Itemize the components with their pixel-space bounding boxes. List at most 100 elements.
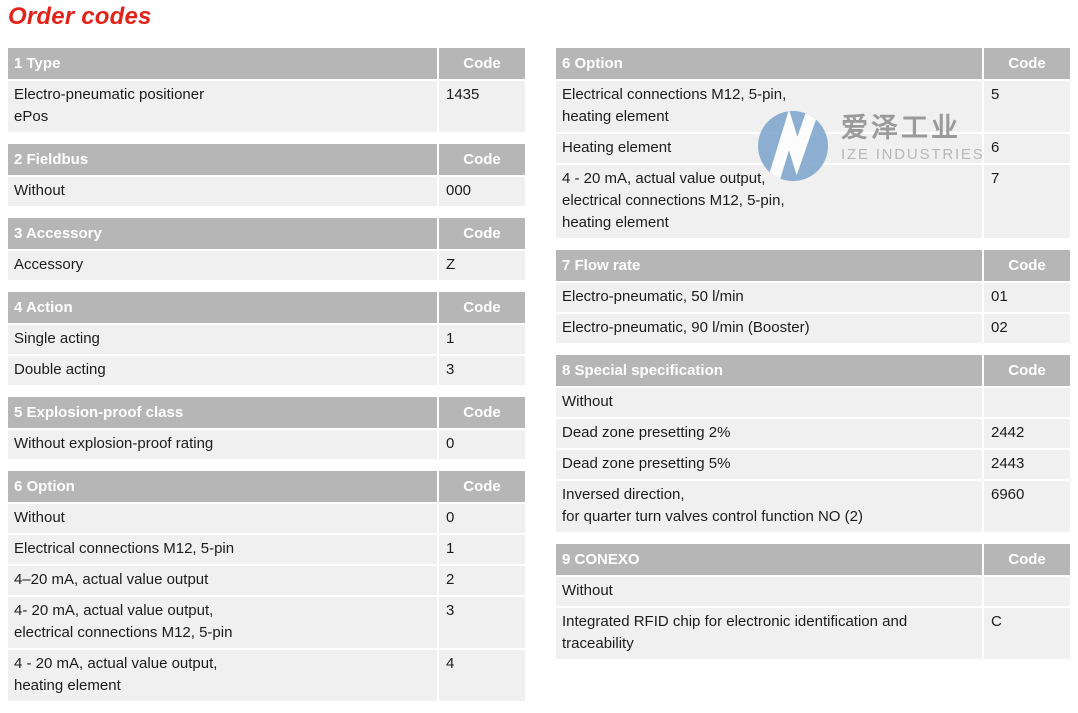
- table-row: Integrated RFID chip for electronic iden…: [556, 606, 1070, 659]
- description-cell: Dead zone presetting 5%: [556, 448, 982, 479]
- table-row: Dead zone presetting 5% 2443: [556, 448, 1070, 479]
- table-header-row: 8 Special specification Code: [556, 355, 1070, 386]
- order-code-table: 8 Special specification Code Without Dead z…: [556, 355, 1070, 532]
- table-row: Without 0: [8, 502, 525, 533]
- table-section-title: 6 Option: [556, 48, 982, 79]
- description-cell: Without: [556, 575, 982, 606]
- table-header-row: 4 Action Code: [8, 292, 525, 323]
- table-header-row: 9 CONEXO Code: [556, 544, 1070, 575]
- code-cell: [982, 386, 1070, 417]
- code-cell: 6960: [982, 479, 1070, 532]
- table-section-title: 8 Special specification: [556, 355, 982, 386]
- code-column-header: Code: [982, 48, 1070, 79]
- table-header-row: 1 Type Code: [8, 48, 525, 79]
- table-row: 4–20 mA, actual value output 2: [8, 564, 525, 595]
- code-cell: Z: [437, 249, 525, 280]
- code-column-header: Code: [982, 250, 1070, 281]
- table-row: Accessory Z: [8, 249, 525, 280]
- table-row: Without 000: [8, 175, 525, 206]
- code-cell: 0: [437, 428, 525, 459]
- table-header-row: 3 Accessory Code: [8, 218, 525, 249]
- description-cell: Electro-pneumatic positioner ePos: [8, 79, 437, 132]
- description-cell: Inversed direction, for quarter turn val…: [556, 479, 982, 532]
- code-cell: 2443: [982, 448, 1070, 479]
- code-cell: 7: [982, 163, 1070, 238]
- table-row: Electro-pneumatic, 90 l/min (Booster) 02: [556, 312, 1070, 343]
- order-code-table: 5 Explosion-proof class Code Without explo…: [8, 397, 525, 459]
- order-code-table: 2 Fieldbus Code Without 000: [8, 144, 525, 206]
- code-cell: 1: [437, 323, 525, 354]
- table-row: Without: [556, 386, 1070, 417]
- description-cell: Without: [8, 175, 437, 206]
- table-header-row: 6 Option Code: [8, 471, 525, 502]
- table-row: Electro-pneumatic, 50 l/min 01: [556, 281, 1070, 312]
- description-cell: Double acting: [8, 354, 437, 385]
- code-column-header: Code: [437, 48, 525, 79]
- description-cell: Electrical connections M12, 5-pin, heati…: [556, 79, 982, 132]
- code-cell: 6: [982, 132, 1070, 163]
- code-cell: 01: [982, 281, 1070, 312]
- table-row: 4 - 20 mA, actual value output, heating …: [8, 648, 525, 701]
- code-cell: 1: [437, 533, 525, 564]
- code-cell: C: [982, 606, 1070, 659]
- description-cell: 4 - 20 mA, actual value output, heating …: [8, 648, 437, 701]
- table-row: Electrical connections M12, 5-pin, heati…: [556, 79, 1070, 132]
- table-row: Single acting 1: [8, 323, 525, 354]
- table-section-title: 2 Fieldbus: [8, 144, 437, 175]
- table-row: Without: [556, 575, 1070, 606]
- description-cell: Integrated RFID chip for electronic iden…: [556, 606, 982, 659]
- table-section-title: 9 CONEXO: [556, 544, 982, 575]
- description-cell: Accessory: [8, 249, 437, 280]
- code-cell: 000: [437, 175, 525, 206]
- table-section-title: 1 Type: [8, 48, 437, 79]
- code-cell: 4: [437, 648, 525, 701]
- order-code-table: 3 Accessory Code Accessory Z: [8, 218, 525, 280]
- description-cell: 4- 20 mA, actual value output, electrica…: [8, 595, 437, 648]
- order-code-table: 1 Type Code Electro-pneumatic positioner e…: [8, 48, 525, 132]
- table-row: Inversed direction, for quarter turn val…: [556, 479, 1070, 532]
- order-code-table: 6 Option Code Electrical connections M12, …: [556, 48, 1070, 238]
- code-column-header: Code: [982, 544, 1070, 575]
- table-section-title: 7 Flow rate: [556, 250, 982, 281]
- order-code-table: 9 CONEXO Code Without Integrated RFID chip …: [556, 544, 1070, 659]
- table-header-row: 7 Flow rate Code: [556, 250, 1070, 281]
- code-cell: 02: [982, 312, 1070, 343]
- order-code-table: 7 Flow rate Code Electro-pneumatic, 50 l/m…: [556, 250, 1070, 343]
- page-title: Order codes: [8, 3, 152, 30]
- table-row: Electro-pneumatic positioner ePos 1435: [8, 79, 525, 132]
- table-row: Electrical connections M12, 5-pin 1: [8, 533, 525, 564]
- description-cell: 4 - 20 mA, actual value output, electric…: [556, 163, 982, 238]
- table-header-row: 5 Explosion-proof class Code: [8, 397, 525, 428]
- table-section-title: 4 Action: [8, 292, 437, 323]
- description-cell: Electro-pneumatic, 50 l/min: [556, 281, 982, 312]
- table-section-title: 6 Option: [8, 471, 437, 502]
- table-row: Double acting 3: [8, 354, 525, 385]
- table-section-title: 3 Accessory: [8, 218, 437, 249]
- code-column-header: Code: [982, 355, 1070, 386]
- table-row: Without explosion-proof rating 0: [8, 428, 525, 459]
- code-column-header: Code: [437, 397, 525, 428]
- code-column-header: Code: [437, 144, 525, 175]
- code-column-header: Code: [437, 218, 525, 249]
- code-cell: 3: [437, 595, 525, 648]
- code-column-header: Code: [437, 471, 525, 502]
- table-header-row: 6 Option Code: [556, 48, 1070, 79]
- description-cell: Without explosion-proof rating: [8, 428, 437, 459]
- code-cell: 0: [437, 502, 525, 533]
- table-row: Dead zone presetting 2% 2442: [556, 417, 1070, 448]
- table-row: Heating element 6: [556, 132, 1070, 163]
- order-codes-left-column: 1 Type Code Electro-pneumatic positioner e…: [8, 48, 525, 713]
- code-cell: 2442: [982, 417, 1070, 448]
- table-section-title: 5 Explosion-proof class: [8, 397, 437, 428]
- description-cell: Without: [556, 386, 982, 417]
- description-cell: Electrical connections M12, 5-pin: [8, 533, 437, 564]
- description-cell: Electro-pneumatic, 90 l/min (Booster): [556, 312, 982, 343]
- code-cell: 2: [437, 564, 525, 595]
- code-column-header: Code: [437, 292, 525, 323]
- code-cell: 3: [437, 354, 525, 385]
- order-code-table: 6 Option Code Without 0 Electrical connectio…: [8, 471, 525, 701]
- order-code-table: 4 Action Code Single acting 1 Double acting 3: [8, 292, 525, 385]
- table-header-row: 2 Fieldbus Code: [8, 144, 525, 175]
- order-codes-right-column: 6 Option Code Electrical connections M12, …: [556, 48, 1070, 671]
- table-row: 4- 20 mA, actual value output, electrica…: [8, 595, 525, 648]
